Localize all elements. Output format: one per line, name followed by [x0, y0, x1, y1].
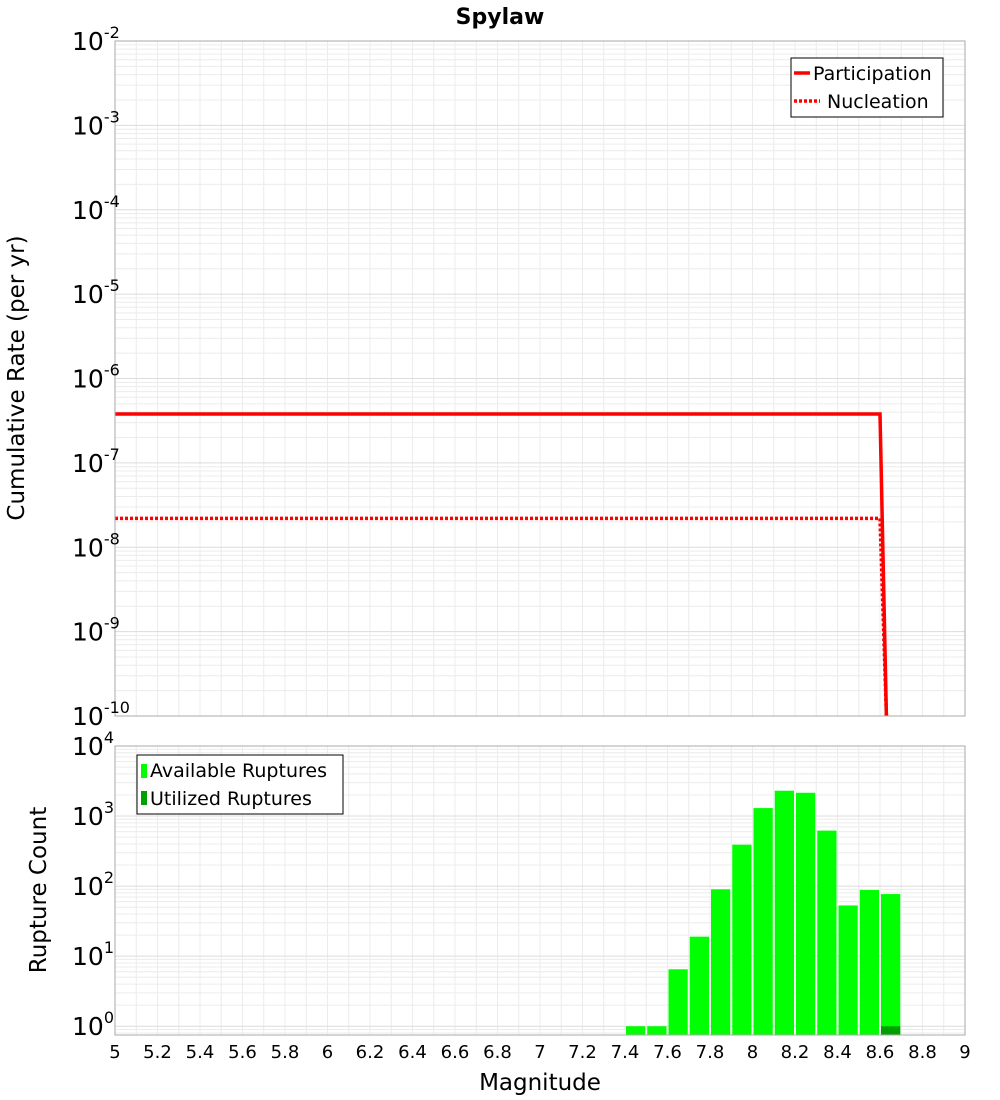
bar-utilized	[881, 1026, 901, 1035]
series-line-nucleation	[115, 516, 889, 717]
bar-available	[774, 790, 794, 1035]
x-tick-label: 7.8	[696, 1042, 725, 1063]
rupture-count-panel: 104 103 102 101 100 5 5.2 5.4 5.6 5.8 6 6.2 6.4 6.6 6…	[26, 728, 971, 1096]
x-tick-label: 5.6	[228, 1042, 257, 1063]
series-line-participation	[115, 412, 889, 717]
bar-available	[838, 905, 858, 1035]
x-tick-label: 9	[959, 1042, 970, 1063]
rate-plot-grid	[114, 40, 966, 717]
legend-label-utilized: Utilized Ruptures	[150, 788, 312, 810]
bar-available	[753, 808, 773, 1035]
bar-available	[668, 969, 688, 1035]
rate-plot-y-tick-label: 10-10	[72, 698, 130, 731]
x-tick-label: 8	[747, 1042, 758, 1063]
x-tick-label: 6	[322, 1042, 333, 1063]
legend-label-participation: Participation	[813, 63, 932, 85]
rate-plot-frame	[114, 40, 966, 717]
legend-label-nucleation: Nucleation	[827, 91, 929, 113]
bar-available	[732, 844, 752, 1035]
legend-label-available: Available Ruptures	[150, 760, 327, 782]
legend-swatch-available	[141, 764, 147, 778]
x-tick-label: 8.4	[823, 1042, 852, 1063]
x-tick-label: 8.8	[908, 1042, 937, 1063]
bar-available	[796, 792, 816, 1035]
rupture-count-y-tick-label: 101	[72, 938, 114, 971]
x-tick-label: 5.8	[271, 1042, 300, 1063]
rupture-count-x-ticks: 5 5.2 5.4 5.6 5.8 6 6.2 6.4 6.6 6.8 7 7.2 7.4 7.6 7.8 8…	[109, 1042, 970, 1063]
bar-available	[647, 1026, 667, 1035]
rate-plot-y-tick-label: 10-8	[72, 529, 120, 562]
rate-plot-y-tick-label: 10-3	[72, 107, 120, 140]
rate-plot-y-label: Cumulative Rate (per yr)	[4, 235, 30, 520]
x-tick-label: 6.2	[356, 1042, 385, 1063]
legend-box	[136, 754, 344, 815]
legend-swatch-utilized	[141, 791, 147, 805]
rate-plot-y-tick-label: 10-6	[72, 361, 120, 394]
x-axis-label: Magnitude	[479, 1070, 601, 1096]
chart-title: Spylaw	[456, 5, 545, 30]
rate-plot-lines	[115, 412, 889, 717]
x-tick-label: 5.4	[186, 1042, 215, 1063]
rupture-count-frame	[114, 745, 966, 1036]
x-tick-label: 8.2	[781, 1042, 810, 1063]
x-tick-label: 6.6	[441, 1042, 470, 1063]
rate-plot-y-tick-label: 10-5	[72, 276, 120, 309]
x-tick-label: 5.2	[143, 1042, 172, 1063]
bar-available	[859, 890, 879, 1035]
rupture-count-y-ticks: 104 103 102 101 100	[72, 728, 114, 1041]
legend-box	[790, 57, 944, 118]
x-tick-label: 6.4	[398, 1042, 427, 1063]
rate-plot-y-ticks: 10-2 10-3 10-4 10-5 10-6 10-7 10-8 10-9 10-10	[72, 23, 130, 731]
rupture-count-y-label: Rupture Count	[26, 807, 52, 973]
bar-available	[626, 1026, 646, 1035]
x-tick-label: 6.8	[483, 1042, 512, 1063]
rupture-count-y-tick-label: 102	[72, 868, 114, 901]
x-tick-label: 5	[109, 1042, 120, 1063]
rate-plot-legend: Participation Nucleation	[790, 57, 944, 118]
rupture-count-legend: Available Ruptures Utilized Ruptures	[136, 754, 344, 815]
bar-available	[881, 894, 901, 1035]
rate-plot-y-tick-label: 10-9	[72, 614, 120, 647]
rate-plot-panel: 10-2 10-3 10-4 10-5 10-6 10-7 10-8 10-9 10-10 Cu…	[4, 23, 966, 731]
x-tick-label: 7	[534, 1042, 545, 1063]
rate-plot-y-tick-label: 10-4	[72, 192, 120, 225]
rupture-count-y-tick-label: 100	[72, 1008, 114, 1041]
bar-available	[817, 830, 837, 1035]
x-tick-label: 8.6	[866, 1042, 895, 1063]
rate-plot-y-tick-label: 10-7	[72, 445, 120, 478]
bar-available	[711, 889, 731, 1035]
rate-plot-y-tick-label: 10-2	[72, 23, 120, 56]
x-tick-label: 7.6	[653, 1042, 682, 1063]
rupture-count-y-tick-label: 104	[72, 728, 114, 761]
bar-available	[689, 936, 709, 1035]
x-tick-label: 7.4	[611, 1042, 640, 1063]
rupture-count-y-tick-label: 103	[72, 798, 114, 831]
x-tick-label: 7.2	[568, 1042, 597, 1063]
rupture-count-bars	[626, 790, 901, 1035]
